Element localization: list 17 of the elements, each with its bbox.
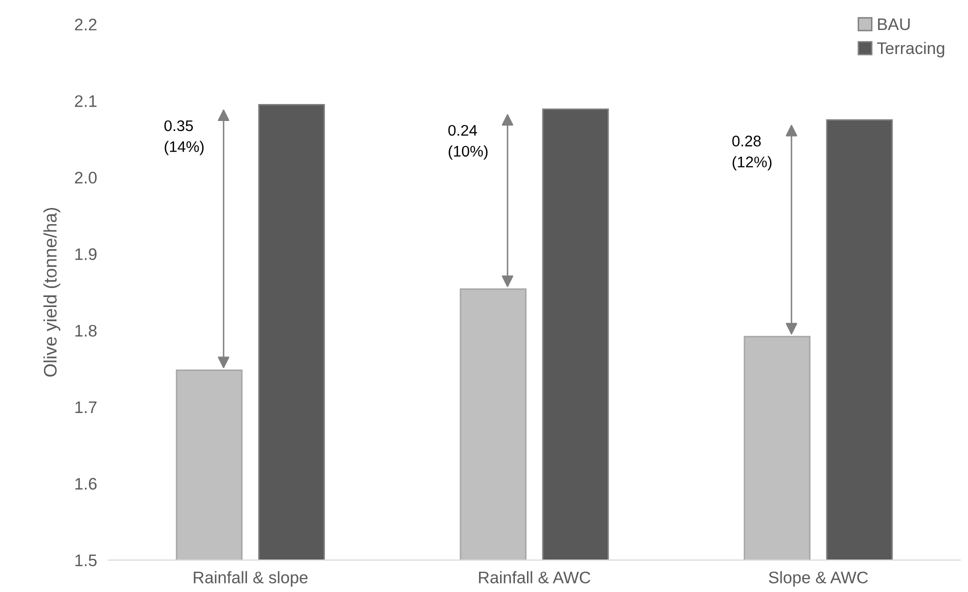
annotation: 0.28 (12%) (732, 136, 772, 170)
y-tick-label: 1.5 (75, 554, 97, 566)
y-tick-label: 2.2 (74, 18, 96, 30)
y-tick-label: 1.9 (75, 248, 97, 260)
x-tick-label: Rainfall & slope (194, 571, 308, 587)
x-tick-label: Rainfall & AWC (479, 571, 590, 584)
y-tick-label: 1.6 (75, 478, 97, 490)
y-tick-label: 2.1 (74, 95, 96, 107)
y-tick-label: 1.8 (75, 324, 97, 337)
annotation: 0.35 (14%) (164, 120, 204, 156)
y-tick-label: 1.7 (75, 402, 96, 413)
y-tick-label: 2.0 (74, 172, 97, 184)
legend-label: BAU (878, 18, 910, 30)
annotation: 0.24 (10%) (448, 124, 488, 160)
y-axis-title: Olive yield (tonne/ha) (43, 208, 60, 377)
legend-label: Terracing (877, 42, 944, 58)
x-tick-label: Slope & AWC (768, 571, 868, 587)
